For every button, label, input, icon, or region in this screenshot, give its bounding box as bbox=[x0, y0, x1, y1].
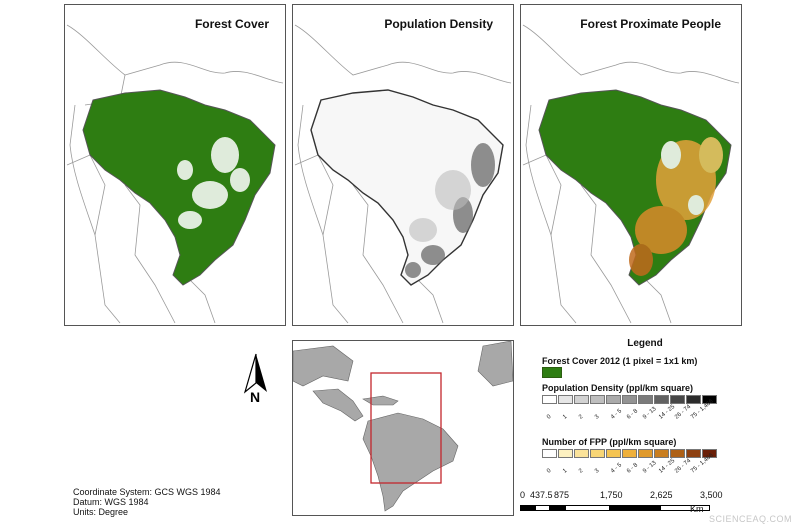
coordinate-system-text: Coordinate System: GCS WGS 1984 bbox=[73, 487, 221, 497]
watermark: SCIENCEAQ.COM bbox=[708, 514, 792, 524]
fpp-tick-2: 2 bbox=[578, 467, 585, 475]
population-density-swatch-3 bbox=[590, 395, 605, 404]
fpp-swatch-10 bbox=[702, 449, 717, 458]
fpp-swatch-7 bbox=[654, 449, 669, 458]
datum-text: Datum: WGS 1984 bbox=[73, 497, 149, 507]
scale-bar: 0 437.5 875 1,750 2,625 3,500 Km bbox=[520, 490, 760, 516]
forest-cover-map-panel: Forest Cover bbox=[64, 4, 286, 326]
scale-label-2: 875 bbox=[554, 490, 570, 500]
population-density-map-panel: Population Density bbox=[292, 4, 514, 326]
north-letter: N bbox=[250, 389, 261, 405]
population-density-map bbox=[294, 24, 512, 324]
fpp-swatch-6 bbox=[638, 449, 653, 458]
scale-label-3: 1,750 bbox=[600, 490, 623, 500]
population-density-tick-7: 14 - 25 bbox=[658, 403, 677, 421]
forest-cover-legend-label: Forest Cover 2012 (1 pixel = 1x1 km) bbox=[542, 356, 698, 366]
forest-cover-title: Forest Cover bbox=[194, 17, 269, 31]
scale-label-1: 437.5 bbox=[530, 490, 553, 500]
population-density-tick-3: 3 bbox=[594, 413, 601, 421]
population-density-tick-0: 0 bbox=[546, 413, 553, 421]
scale-segment-5 bbox=[610, 505, 660, 511]
fpp-swatch-5 bbox=[622, 449, 637, 458]
population-density-tick-6: 9 - 13 bbox=[642, 406, 658, 421]
scale-segment-6 bbox=[660, 505, 710, 511]
fpp-tick-5: 6 - 8 bbox=[626, 462, 640, 475]
scale-segment-2 bbox=[535, 505, 550, 511]
population-density-swatch-0 bbox=[542, 395, 557, 404]
population-density-tick-5: 6 - 8 bbox=[626, 408, 640, 421]
fpp-swatch-4 bbox=[606, 449, 621, 458]
fpp-ramp bbox=[542, 449, 718, 458]
population-density-swatch-4 bbox=[606, 395, 621, 404]
population-density-tick-4: 4 - 5 bbox=[610, 408, 624, 421]
legend: Legend Forest Cover 2012 (1 pixel = 1x1 … bbox=[520, 338, 790, 488]
population-density-swatch-2 bbox=[574, 395, 589, 404]
scale-segment-1 bbox=[520, 505, 535, 511]
forest-cover-swatch bbox=[542, 367, 562, 378]
population-density-swatch-1 bbox=[558, 395, 573, 404]
population-density-tick-1: 1 bbox=[562, 413, 569, 421]
fpp-tick-1: 1 bbox=[562, 467, 569, 475]
population-density-swatch-9 bbox=[686, 395, 701, 404]
fpp-tick-8: 26 - 74 bbox=[674, 457, 693, 475]
north-arrow: N bbox=[237, 352, 275, 408]
south-america-locator bbox=[293, 341, 513, 512]
population-density-legend-label: Population Density (ppl/km square) bbox=[542, 383, 694, 393]
forest-cover-map bbox=[66, 24, 284, 324]
population-density-swatch-5 bbox=[622, 395, 637, 404]
locator-inset-map bbox=[292, 340, 514, 516]
units-text: Units: Degree bbox=[73, 507, 129, 517]
scale-label-0: 0 bbox=[520, 490, 526, 500]
population-density-tick-8: 26 - 74 bbox=[674, 403, 693, 421]
fpp-title: Forest Proximate People bbox=[580, 17, 721, 31]
scale-unit: Km bbox=[690, 504, 704, 514]
fpp-swatch-0 bbox=[542, 449, 557, 458]
fpp-map-panel: Forest Proximate People bbox=[520, 4, 742, 326]
north-arrow-icon bbox=[243, 353, 267, 394]
scale-label-5: 3,500 bbox=[700, 490, 723, 500]
map-metadata: Coordinate System: GCS WGS 1984 Datum: W… bbox=[73, 487, 221, 517]
legend-title: Legend bbox=[627, 338, 663, 349]
fpp-tick-6: 9 - 13 bbox=[642, 460, 658, 475]
fpp-swatch-9 bbox=[686, 449, 701, 458]
fpp-map bbox=[522, 24, 740, 324]
population-density-tick-2: 2 bbox=[578, 413, 585, 421]
population-density-swatch-8 bbox=[670, 395, 685, 404]
scale-label-4: 2,625 bbox=[650, 490, 673, 500]
fpp-tick-4: 4 - 5 bbox=[610, 462, 624, 475]
population-density-swatch-10 bbox=[702, 395, 717, 404]
fpp-tick-0: 0 bbox=[546, 467, 553, 475]
fpp-swatch-8 bbox=[670, 449, 685, 458]
fpp-swatch-1 bbox=[558, 449, 573, 458]
fpp-legend-label: Number of FPP (ppl/km square) bbox=[542, 437, 677, 447]
fpp-swatch-3 bbox=[590, 449, 605, 458]
scale-segment-4 bbox=[565, 505, 610, 511]
fpp-tick-3: 3 bbox=[594, 467, 601, 475]
fpp-swatch-2 bbox=[574, 449, 589, 458]
scale-segment-3 bbox=[550, 505, 565, 511]
population-density-ramp bbox=[542, 395, 718, 404]
study-area-extent bbox=[370, 372, 442, 484]
population-density-swatch-7 bbox=[654, 395, 669, 404]
brazil-population-outline bbox=[310, 89, 504, 286]
fpp-tick-7: 14 - 25 bbox=[658, 457, 677, 475]
population-density-swatch-6 bbox=[638, 395, 653, 404]
population-density-title: Population Density bbox=[384, 17, 493, 31]
